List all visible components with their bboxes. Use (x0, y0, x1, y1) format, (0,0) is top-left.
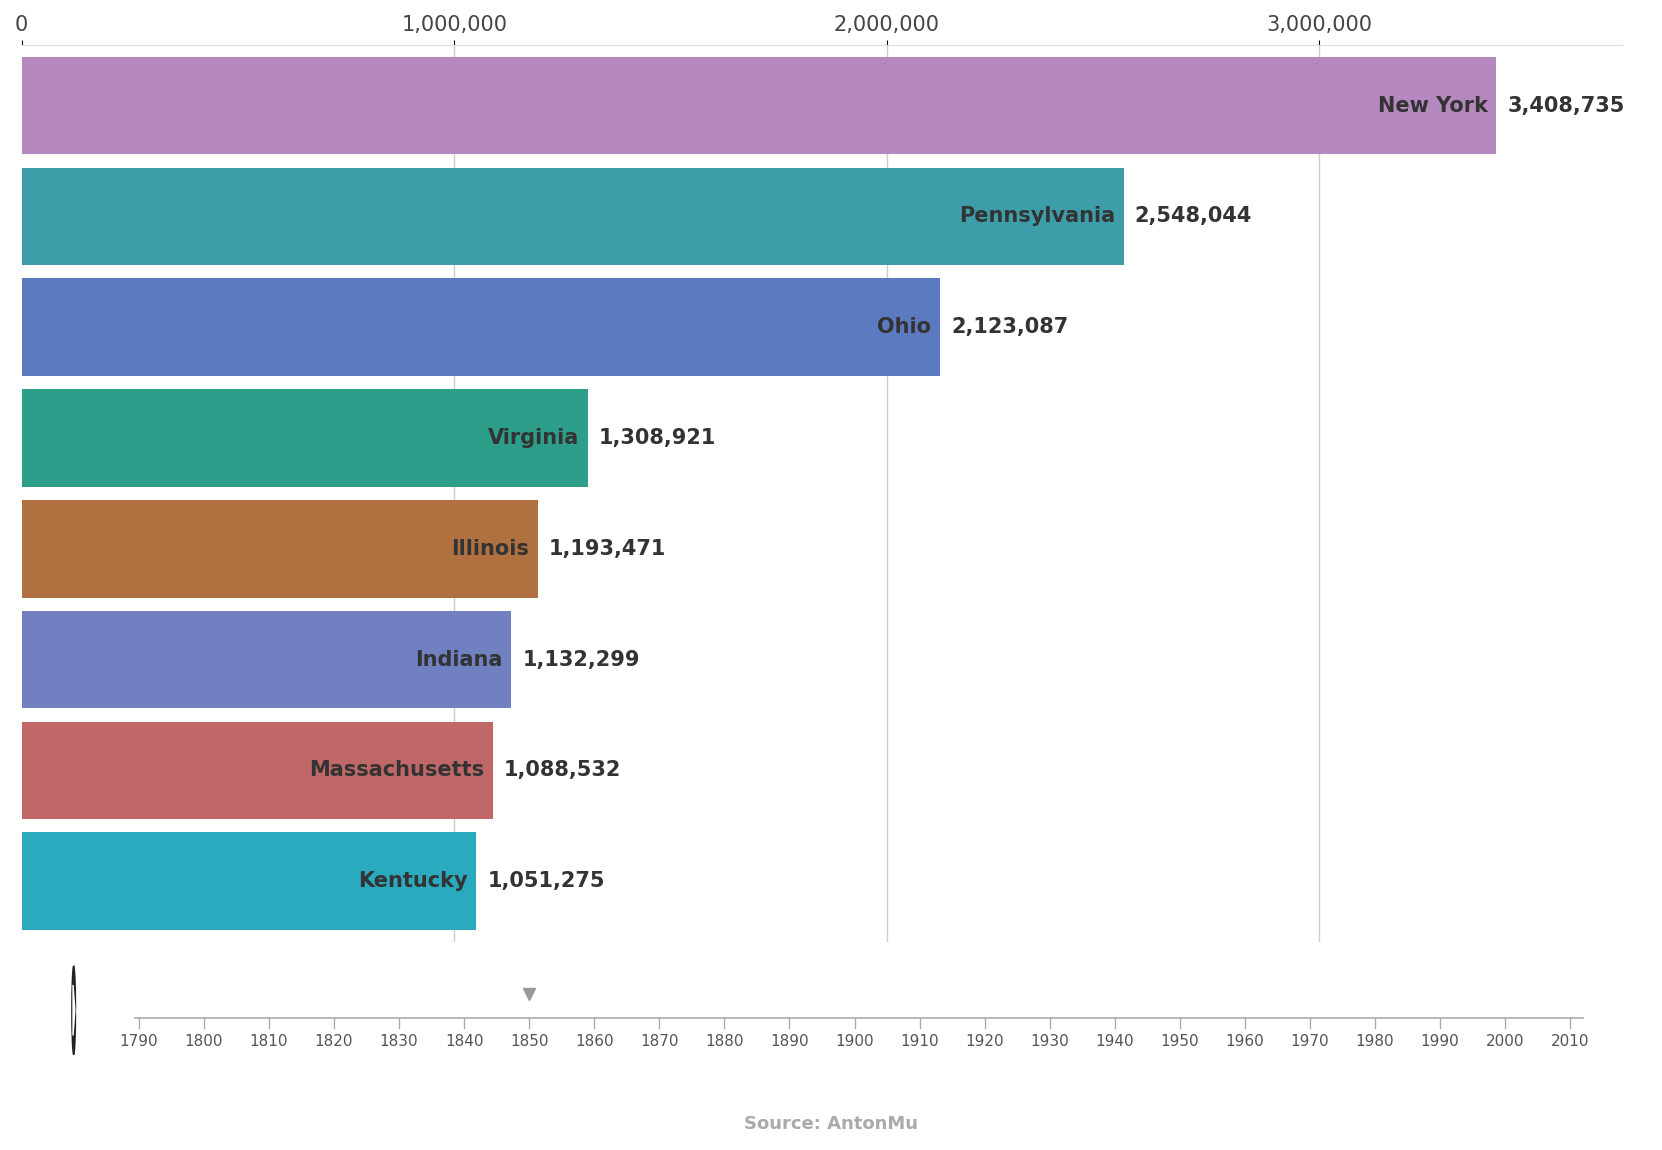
Text: 1,308,921: 1,308,921 (598, 428, 716, 448)
Text: Source: AntonMu: Source: AntonMu (745, 1114, 917, 1133)
Text: 1810: 1810 (249, 1034, 288, 1049)
Text: 1,088,532: 1,088,532 (504, 760, 620, 781)
Text: 1840: 1840 (445, 1034, 484, 1049)
Text: 1940: 1940 (1095, 1034, 1133, 1049)
Text: 2,123,087: 2,123,087 (951, 317, 1069, 337)
Text: 1990: 1990 (1421, 1034, 1459, 1049)
Text: 1790: 1790 (120, 1034, 158, 1049)
Text: 1910: 1910 (901, 1034, 939, 1049)
Text: Kentucky: Kentucky (357, 872, 467, 891)
Bar (22, 722, 492, 819)
Text: 2,548,044: 2,548,044 (1135, 207, 1251, 227)
Text: New York: New York (1378, 95, 1487, 116)
Text: Indiana: Indiana (416, 650, 504, 669)
Text: 1,051,275: 1,051,275 (487, 872, 605, 891)
Text: 1960: 1960 (1225, 1034, 1265, 1049)
Text: Ohio: Ohio (878, 317, 931, 337)
Text: 1900: 1900 (836, 1034, 874, 1049)
Text: 2010: 2010 (1551, 1034, 1589, 1049)
Text: 2000: 2000 (1486, 1034, 1524, 1049)
Text: 1,193,471: 1,193,471 (548, 539, 666, 559)
Polygon shape (73, 984, 75, 1035)
Text: 1820: 1820 (314, 1034, 354, 1049)
Bar (22, 611, 512, 708)
Text: 1880: 1880 (705, 1034, 743, 1049)
Bar (22, 833, 477, 930)
Text: 1890: 1890 (770, 1034, 809, 1049)
Text: 1830: 1830 (379, 1034, 419, 1049)
Text: 1800: 1800 (184, 1034, 223, 1049)
Text: 3,408,735: 3,408,735 (1507, 95, 1624, 116)
Bar (22, 56, 1496, 154)
Text: 1870: 1870 (640, 1034, 678, 1049)
Text: 1920: 1920 (966, 1034, 1004, 1049)
Text: 1850: 1850 (510, 1034, 548, 1049)
Bar (22, 500, 538, 598)
Bar (22, 390, 588, 486)
Text: 1,132,299: 1,132,299 (522, 650, 640, 669)
Text: Massachusetts: Massachusetts (309, 760, 484, 781)
Text: 1970: 1970 (1291, 1034, 1330, 1049)
Text: Pennsylvania: Pennsylvania (959, 207, 1115, 227)
Text: 1950: 1950 (1160, 1034, 1200, 1049)
Text: 1860: 1860 (575, 1034, 613, 1049)
Text: Illinois: Illinois (452, 539, 529, 559)
Text: Virginia: Virginia (489, 428, 580, 448)
Text: 1930: 1930 (1030, 1034, 1069, 1049)
Bar (22, 278, 941, 376)
Text: 1980: 1980 (1356, 1034, 1394, 1049)
Bar (22, 168, 1124, 266)
Circle shape (71, 966, 75, 1055)
